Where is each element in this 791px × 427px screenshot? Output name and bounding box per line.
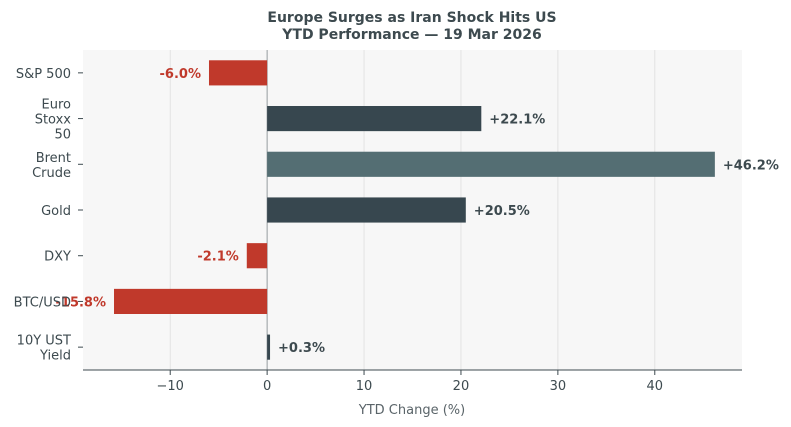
data-label: -2.1% xyxy=(197,250,238,265)
chart-subtitle: YTD Performance — 19 Mar 2026 xyxy=(281,27,541,43)
x-tick-label: 0 xyxy=(263,379,271,394)
data-label: +22.1% xyxy=(489,113,545,128)
bars-layer xyxy=(114,60,715,360)
data-label: -6.0% xyxy=(160,67,201,82)
category-label: Euro Stoxx 50 xyxy=(35,98,72,143)
x-tick-label: 20 xyxy=(453,379,470,394)
bar xyxy=(267,334,271,360)
bar xyxy=(208,60,268,86)
category-label: BTC/USD xyxy=(14,295,71,310)
labels-layer: -6.0% +22.1% +46.2% +20.5% -2.1% -15.8% +0.3% xyxy=(56,67,779,356)
bar xyxy=(267,197,466,223)
bar xyxy=(114,288,268,314)
data-label: +0.3% xyxy=(278,341,325,356)
x-tick-label: 40 xyxy=(647,379,664,394)
category-label: Brent Crude xyxy=(32,151,71,181)
bar xyxy=(267,106,482,132)
x-tick-label: 10 xyxy=(356,379,373,394)
x-tick-label: −10 xyxy=(157,379,184,394)
bar xyxy=(246,243,268,269)
x-axis: −10 0 10 20 30 40 xyxy=(83,369,742,394)
data-label: +46.2% xyxy=(723,158,779,173)
chart-title: Europe Surges as Iran Shock Hits US xyxy=(267,10,556,26)
bar xyxy=(267,151,715,177)
x-tick-label: 30 xyxy=(550,379,567,394)
category-label: Gold xyxy=(41,204,71,219)
data-label: +20.5% xyxy=(474,204,530,219)
category-label: S&P 500 xyxy=(16,67,71,82)
data-label: -15.8% xyxy=(56,295,107,310)
x-axis-label: YTD Change (%) xyxy=(358,403,465,418)
category-label: 10Y UST Yield xyxy=(17,334,71,364)
y-axis: S&P 500 Euro Stoxx 50 Brent Crude Gold DXY BTC/U… xyxy=(14,67,83,364)
category-label: DXY xyxy=(44,250,71,265)
